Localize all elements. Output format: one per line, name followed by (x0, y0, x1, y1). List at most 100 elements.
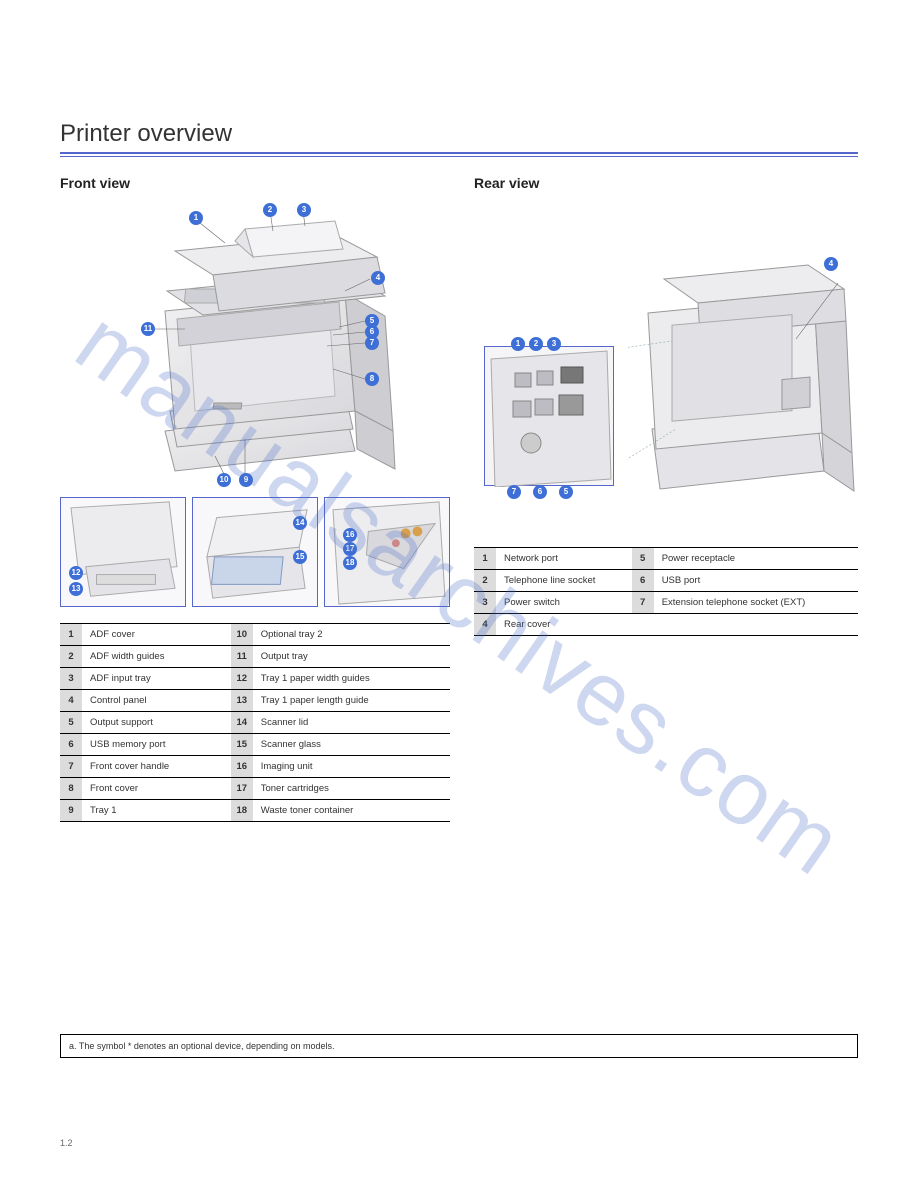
table-row: 5Output support14Scanner lid (60, 712, 450, 734)
part-name: USB port (654, 570, 858, 592)
part-name: Waste toner container (253, 800, 450, 822)
part-name: Front cover (82, 778, 231, 800)
part-name: Optional tray 2 (253, 624, 450, 646)
part-number: 6 (60, 734, 82, 756)
part-number: 2 (60, 646, 82, 668)
part-name: Scanner lid (253, 712, 450, 734)
part-number: 4 (60, 690, 82, 712)
table-row: 4Rear cover (474, 614, 858, 636)
table-row: 9Tray 118Waste toner container (60, 800, 450, 822)
callout-11: 11 (141, 322, 155, 336)
table-row: 2ADF width guides11Output tray (60, 646, 450, 668)
rear-parts-table: 1Network port5Power receptacle2Telephone… (474, 547, 858, 636)
part-number: 6 (632, 570, 654, 592)
part-number: 15 (231, 734, 253, 756)
part-name: ADF width guides (82, 646, 231, 668)
callout-7: 7 (365, 336, 379, 350)
part-name: USB memory port (82, 734, 231, 756)
rear-callout-2: 2 (529, 337, 543, 351)
table-row: 3Power switch7Extension telephone socket… (474, 592, 858, 614)
table-row: 1Network port5Power receptacle (474, 548, 858, 570)
rear-callout-6: 6 (533, 485, 547, 499)
front-view-heading: Front view (60, 175, 450, 191)
title-rule-2 (60, 156, 858, 157)
part-number: 8 (60, 778, 82, 800)
part-name: Tray 1 paper width guides (253, 668, 450, 690)
rear-view-column: Rear view 1 2 3 7 6 5 (474, 175, 858, 822)
callout-8: 8 (365, 372, 379, 386)
part-number: 1 (60, 624, 82, 646)
part-name: Rear cover (496, 614, 632, 636)
callout-1: 1 (189, 211, 203, 225)
detail-toner: 16 17 18 (324, 497, 450, 607)
callout-17: 17 (343, 542, 357, 556)
part-number: 18 (231, 800, 253, 822)
front-parts-table: 1ADF cover10Optional tray 22ADF width gu… (60, 623, 450, 822)
printer-rear-illustration (628, 243, 858, 513)
part-name: Imaging unit (253, 756, 450, 778)
table-row: 1ADF cover10Optional tray 2 (60, 624, 450, 646)
part-name: Telephone line socket (496, 570, 632, 592)
part-number: 11 (231, 646, 253, 668)
part-name: Output support (82, 712, 231, 734)
table-row: 6USB memory port15Scanner glass (60, 734, 450, 756)
part-number: 14 (231, 712, 253, 734)
callout-15: 15 (293, 550, 307, 564)
title-rule-1 (60, 152, 858, 154)
part-number: 4 (474, 614, 496, 636)
part-name: Power switch (496, 592, 632, 614)
part-name: Tray 1 paper length guide (253, 690, 450, 712)
callout-16: 16 (343, 528, 357, 542)
part-number: 3 (474, 592, 496, 614)
rear-panel-inset: 1 2 3 7 6 5 (484, 346, 614, 486)
part-name: Extension telephone socket (EXT) (654, 592, 858, 614)
callout-18: 18 (343, 556, 357, 570)
part-name: Scanner glass (253, 734, 450, 756)
part-number: 1 (474, 548, 496, 570)
part-number: 13 (231, 690, 253, 712)
rear-callout-1: 1 (511, 337, 525, 351)
part-name: ADF cover (82, 624, 231, 646)
table-row: 3ADF input tray12Tray 1 paper width guid… (60, 668, 450, 690)
part-number: 7 (632, 592, 654, 614)
callout-14: 14 (293, 516, 307, 530)
part-number: 5 (632, 548, 654, 570)
table-row: 7Front cover handle16Imaging unit (60, 756, 450, 778)
detail-scanner: 14 15 (192, 497, 318, 607)
front-view-column: Front view (60, 175, 450, 822)
part-name: Power receptacle (654, 548, 858, 570)
part-number: 17 (231, 778, 253, 800)
part-number: 10 (231, 624, 253, 646)
callout-9: 9 (239, 473, 253, 487)
rear-callout-4: 4 (824, 257, 838, 271)
part-number: 12 (231, 668, 253, 690)
footnote: a. The symbol * denotes an optional devi… (60, 1034, 858, 1058)
part-name: Network port (496, 548, 632, 570)
table-row: 2Telephone line socket6USB port (474, 570, 858, 592)
part-number: 16 (231, 756, 253, 778)
rear-figure: 1 2 3 7 6 5 (474, 231, 858, 531)
part-name: ADF input tray (82, 668, 231, 690)
part-number: 7 (60, 756, 82, 778)
page-title: Printer overview (60, 120, 858, 148)
callout-2: 2 (263, 203, 277, 217)
part-name: Toner cartridges (253, 778, 450, 800)
rear-callout-3: 3 (547, 337, 561, 351)
part-number: 5 (60, 712, 82, 734)
detail-tray: 12 13 (60, 497, 186, 607)
front-figure: 1 2 3 4 5 6 7 8 9 10 11 (95, 201, 415, 491)
callout-13: 13 (69, 582, 83, 596)
part-name: Front cover handle (82, 756, 231, 778)
callout-3: 3 (297, 203, 311, 217)
part-number: 9 (60, 800, 82, 822)
callout-10: 10 (217, 473, 231, 487)
callout-12: 12 (69, 566, 83, 580)
part-number: 3 (60, 668, 82, 690)
rear-view-heading: Rear view (474, 175, 858, 191)
table-row: 4Control panel13Tray 1 paper length guid… (60, 690, 450, 712)
part-number: 2 (474, 570, 496, 592)
page-number: 1.2 (60, 1138, 73, 1148)
columns: Front view (60, 175, 858, 822)
part-name: Output tray (253, 646, 450, 668)
part-name: Control panel (82, 690, 231, 712)
